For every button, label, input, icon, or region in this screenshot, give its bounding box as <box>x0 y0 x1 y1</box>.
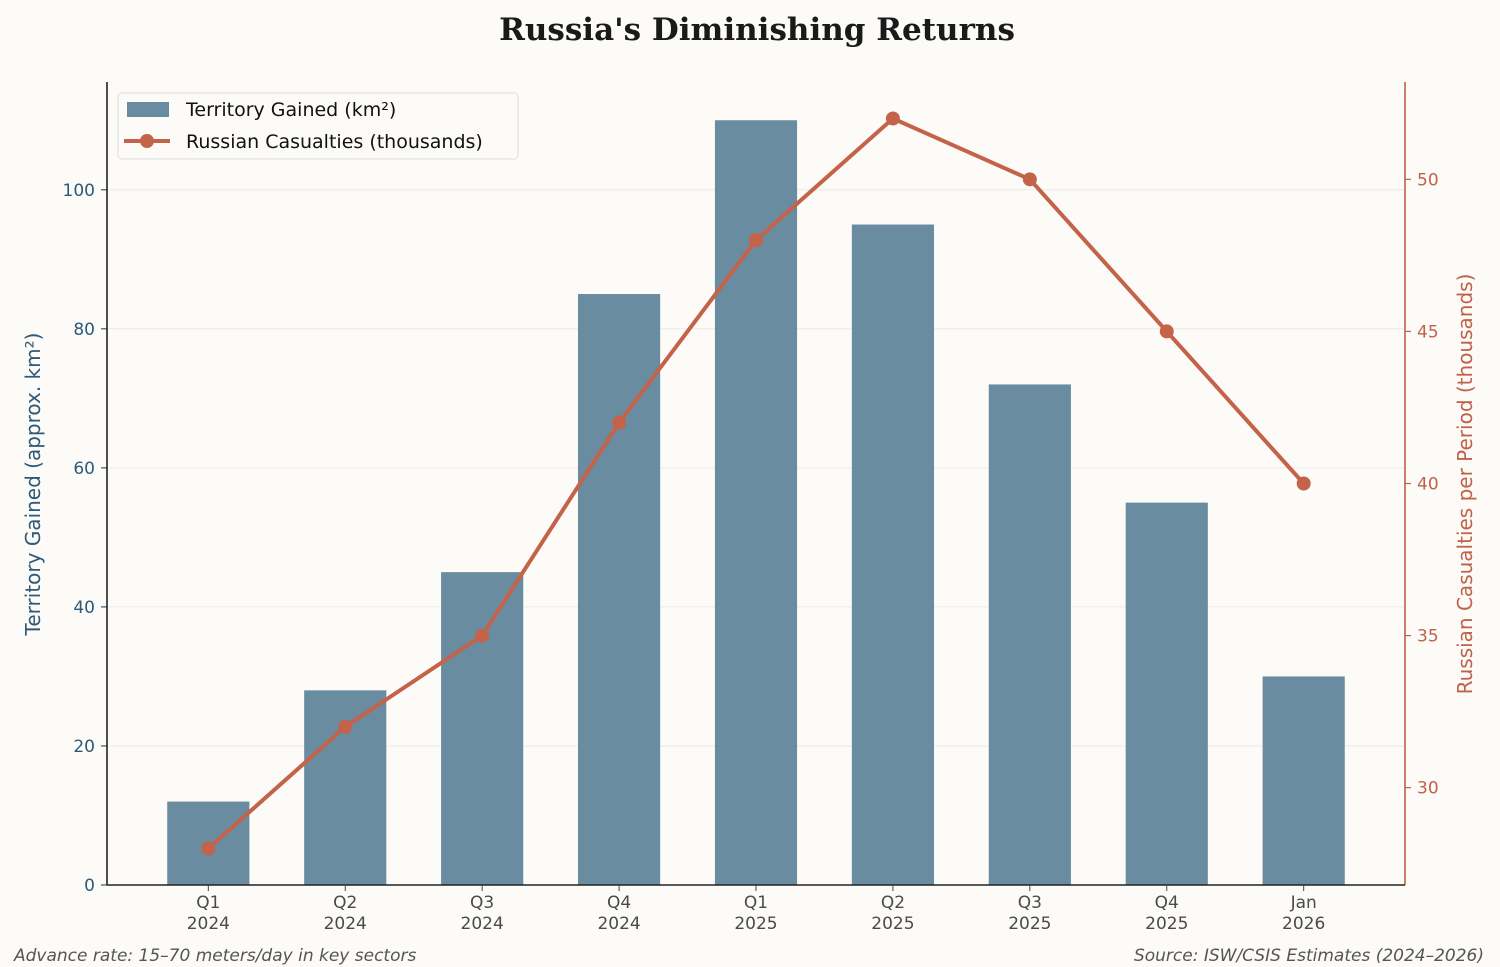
casualty-point <box>1159 324 1174 339</box>
y-tick-label-left: 80 <box>73 320 95 340</box>
x-tick-label: Q1 <box>196 893 220 913</box>
y-tick-label-left: 20 <box>73 737 95 757</box>
bar <box>988 384 1071 885</box>
x-tick-label: Q1 <box>744 893 768 913</box>
x-tick-label-year: 2025 <box>1145 914 1188 934</box>
y-axis-label-right: Russian Casualties per Period (thousands… <box>1453 274 1477 695</box>
casualty-point <box>338 719 353 734</box>
x-tick-label: Q2 <box>333 893 357 913</box>
bar <box>1262 676 1345 885</box>
bar <box>1125 502 1208 885</box>
y-tick-label-right: 50 <box>1417 170 1439 190</box>
x-tick-label-year: 2024 <box>187 914 230 934</box>
casualty-point <box>749 233 763 248</box>
x-tick-label: Q4 <box>607 893 631 913</box>
casualty-point <box>612 415 627 430</box>
y-axis-label-left: Territory Gained (approx. km²) <box>21 333 45 637</box>
x-tick-label: Q3 <box>1018 893 1042 913</box>
casualty-point <box>885 111 900 126</box>
y-tick-label-left: 100 <box>63 181 95 201</box>
bar <box>714 120 798 885</box>
legend-box <box>117 92 519 160</box>
x-tick-label-year: 2024 <box>597 914 640 934</box>
x-tick-label-year: 2024 <box>324 914 367 934</box>
x-tick-label: Q2 <box>881 893 905 913</box>
x-tick-label-year: 2024 <box>461 914 504 934</box>
casualty-point <box>1296 476 1311 491</box>
legend-label-casualties: Russian Casualties (thousands) <box>186 131 483 153</box>
y-tick-label-right: 40 <box>1417 475 1439 495</box>
x-tick-label-year: 2025 <box>734 914 777 934</box>
legend-label-territory: Territory Gained (km²) <box>185 99 396 121</box>
bar <box>304 690 387 885</box>
y-tick-label-right: 35 <box>1417 627 1439 647</box>
casualty-point <box>475 628 490 643</box>
chart-title: Russia's Diminishing Returns <box>499 12 1015 48</box>
bars <box>167 120 1345 885</box>
bar <box>441 572 524 885</box>
y-tick-label-left: 60 <box>73 459 95 479</box>
x-tick-label-year: 2025 <box>871 914 914 934</box>
x-tick-label: Jan <box>1290 893 1317 913</box>
x-tick-label: Q4 <box>1155 893 1179 913</box>
y-tick-label-right: 30 <box>1417 779 1439 799</box>
bar <box>851 224 934 885</box>
casualty-point <box>201 841 216 856</box>
bar <box>578 294 661 885</box>
legend-bar-swatch <box>127 102 169 117</box>
axes: 0204060801003035404550Q12024Q22024Q32024… <box>63 82 1439 934</box>
casualty-line <box>201 111 1311 856</box>
source-note: Source: ISW/CSIS Estimates (2024–2026) <box>1134 946 1484 966</box>
x-tick-label-year: 2026 <box>1282 914 1325 934</box>
casualty-point <box>1022 172 1037 187</box>
x-tick-label: Q3 <box>470 893 494 913</box>
y-tick-label-left: 40 <box>73 598 95 618</box>
advance-rate-note: Advance rate: 15–70 meters/day in key se… <box>13 946 416 966</box>
y-tick-label-right: 45 <box>1417 322 1439 342</box>
legend-marker <box>140 134 154 148</box>
y-tick-label-left: 0 <box>84 876 95 896</box>
legend: Territory Gained (km²) Russian Casualtie… <box>117 92 519 160</box>
x-tick-label-year: 2025 <box>1008 914 1051 934</box>
